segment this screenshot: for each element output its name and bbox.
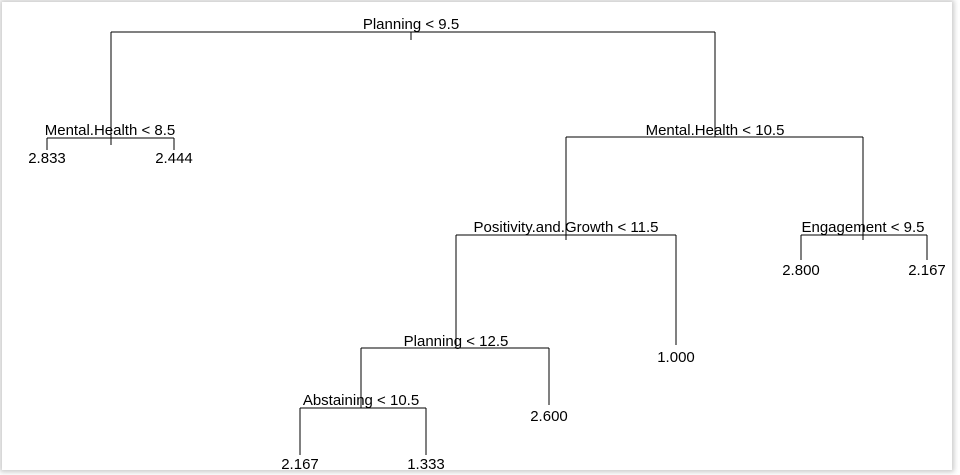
split-label: Abstaining < 10.5 [303, 392, 419, 409]
leaf-value: 2.167 [281, 456, 319, 470]
leaf-value: 1.000 [657, 349, 695, 366]
split-label: Planning < 9.5 [363, 16, 459, 33]
leaf-value: 1.333 [407, 456, 445, 470]
split-label: Planning < 12.5 [404, 333, 509, 350]
leaf-value: 2.167 [908, 262, 946, 279]
plot-window: Planning < 9.5 Mental.Health < 8.5 Menta… [2, 2, 952, 470]
tree-edges [46, 31, 928, 455]
leaf-value: 2.800 [782, 262, 820, 279]
split-label: Positivity.and.Growth < 11.5 [474, 219, 659, 236]
split-label: Engagement < 9.5 [801, 219, 924, 236]
leaf-value: 2.444 [155, 150, 193, 167]
split-label: Mental.Health < 10.5 [646, 122, 785, 139]
leaf-value: 2.600 [530, 408, 568, 425]
split-label: Mental.Health < 8.5 [45, 122, 176, 139]
tree-diagram: Planning < 9.5 Mental.Health < 8.5 Menta… [28, 16, 946, 470]
leaf-value: 2.833 [28, 150, 66, 167]
